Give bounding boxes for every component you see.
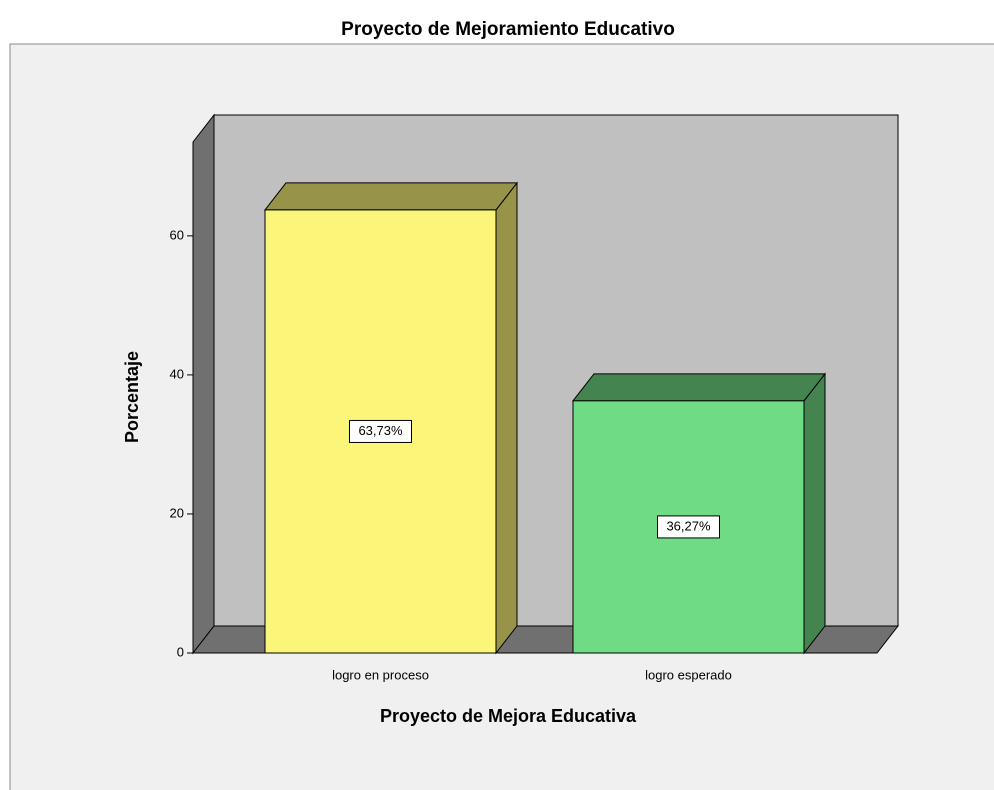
y-tick-label: 0	[177, 644, 184, 659]
bar-side	[803, 372, 826, 655]
value-label-box	[349, 419, 412, 443]
y-tick-label: 20	[170, 505, 184, 520]
y-tick-label: 40	[170, 366, 184, 381]
value-label: 63,73%	[358, 423, 403, 438]
x-tick-label: logro en proceso	[332, 667, 429, 682]
y-axis-label: Porcentaje	[122, 351, 142, 443]
chart-title: Proyecto de Mejoramiento Educativo	[341, 19, 675, 40]
x-tick-label: logro esperado	[645, 667, 732, 682]
value-label-box	[657, 515, 720, 539]
y-tick-label: 60	[170, 227, 184, 242]
x-axis-label: Proyecto de Mejora Educativa	[380, 706, 637, 726]
bar-top	[263, 182, 519, 211]
bar-top	[571, 373, 827, 402]
value-label: 36,27%	[666, 518, 711, 533]
bar-side	[495, 181, 518, 655]
side-wall	[192, 113, 215, 655]
